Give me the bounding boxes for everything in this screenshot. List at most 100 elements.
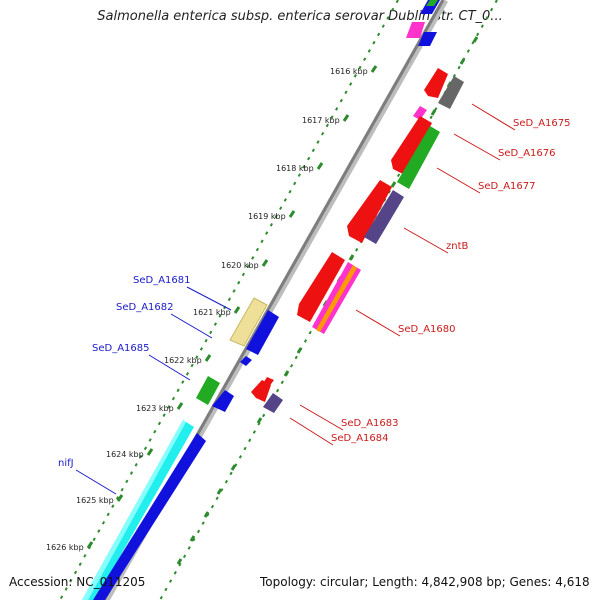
gene-sed-a1676-gray[interactable] (438, 76, 464, 109)
inner-dot (471, 40, 475, 45)
outer-dot (330, 115, 334, 119)
label-leader-line (299, 404, 344, 431)
label-leader-line (403, 227, 449, 254)
outer-dot (344, 90, 348, 95)
outer-dot (209, 330, 213, 335)
gene-label[interactable]: SeD_A1675 (513, 118, 571, 129)
gene-nifj-cyan[interactable] (82, 420, 194, 600)
outer-dot (293, 181, 297, 186)
outer-dot (148, 438, 152, 442)
gene-nifj-blue[interactable] (93, 433, 206, 600)
gene-sed-a1675[interactable] (424, 68, 448, 98)
outer-dot (106, 512, 110, 517)
gene-top-blue-2[interactable] (418, 32, 437, 46)
ruler-label: 1624 kbp (106, 450, 144, 459)
ruler-tick (261, 259, 269, 267)
ruler-label: 1618 kbp (276, 164, 314, 173)
outer-dot (129, 471, 134, 475)
ruler-label: 1616 kbp (330, 67, 368, 76)
inner-dot (289, 363, 294, 368)
inner-dot (229, 471, 233, 476)
outer-dot (260, 239, 264, 244)
ruler-label: 1617 kbp (302, 116, 340, 125)
gene-sed-a1682-small[interactable] (240, 356, 252, 366)
gene-label[interactable]: SeD_A1682 (116, 302, 174, 313)
gene-red-mid[interactable] (347, 180, 392, 243)
gene-label[interactable]: SeD_A1677 (478, 181, 536, 192)
ruler-tick (370, 65, 378, 73)
topology-summary: Topology: circular; Length: 4,842,908 bp… (260, 575, 590, 589)
gene-sed-a1682[interactable] (246, 310, 279, 355)
outer-dot (232, 289, 236, 293)
inner-dot (308, 330, 312, 335)
outer-dot (363, 57, 367, 62)
gene-sed-a1680[interactable] (297, 252, 345, 322)
gene-sed-a1684[interactable] (263, 393, 283, 413)
outer-dot (213, 322, 218, 326)
label-leader-line (436, 167, 481, 194)
gene-label[interactable]: SeD_A1685 (92, 343, 150, 354)
gene-label[interactable]: SeD_A1681 (133, 275, 191, 286)
outer-dot (125, 479, 129, 484)
gene-sed-a1685[interactable] (196, 376, 220, 405)
inner-dot (238, 455, 242, 459)
outer-dot (78, 562, 82, 566)
inner-dot (243, 446, 247, 451)
inner-dot (429, 115, 433, 120)
outer-dot (367, 49, 371, 53)
label-leader-line (355, 309, 401, 337)
outer-dot (390, 7, 395, 12)
outer-dot (111, 504, 115, 509)
outer-dot (101, 520, 106, 525)
gene-zntb[interactable] (364, 190, 404, 244)
gene-label[interactable]: SeD_A1684 (331, 433, 389, 444)
outer-dot (279, 206, 283, 211)
outer-dot (251, 256, 255, 260)
gene-sed-a1677[interactable] (397, 126, 440, 189)
gene-label[interactable]: SeD_A1683 (341, 418, 399, 429)
gene-sed-a1683[interactable] (251, 377, 274, 402)
outer-dot (307, 156, 311, 161)
inner-dot (494, 0, 498, 4)
outer-dot (153, 429, 157, 434)
ruler-tick (86, 541, 94, 549)
inner-dot (434, 107, 438, 111)
inner-dot (164, 587, 168, 592)
gene-sed-a1681[interactable] (229, 297, 268, 347)
outer-dot (167, 405, 171, 409)
inner-dot (196, 529, 201, 534)
outer-dot (143, 446, 148, 451)
inner-tick (189, 535, 196, 542)
outer-dot (185, 371, 190, 376)
gene-pink-small[interactable] (413, 106, 427, 120)
ruler-tick (146, 448, 154, 456)
ruler-label: 1620 kbp (221, 261, 259, 270)
gene-top-magenta[interactable] (406, 22, 425, 38)
gene-label[interactable]: nifJ (58, 458, 74, 469)
gene-sed-a1680-stripe[interactable] (312, 262, 361, 334)
ruler-label: 1622 kbp (164, 356, 202, 365)
gene-label-lines (75, 103, 516, 495)
ruler-label: 1621 kbp (193, 308, 231, 317)
gene-label[interactable]: zntB (446, 241, 469, 252)
outer-dot (246, 264, 250, 268)
outer-dot (395, 0, 399, 4)
outer-dot (237, 280, 241, 285)
gene-label[interactable]: SeD_A1680 (398, 324, 456, 335)
outer-dot (321, 131, 325, 136)
outer-dot (227, 297, 232, 302)
inner-dot (169, 579, 173, 583)
gene-top-green[interactable] (426, 0, 438, 6)
gene-labels: SeD_A1675 SeD_A1676 SeD_A1677 zntB SeD_A1680… (58, 118, 571, 469)
outer-dot (97, 529, 101, 533)
gene-green-blue[interactable] (212, 390, 234, 412)
label-leader-line (471, 103, 516, 131)
outer-dot (353, 74, 357, 78)
outer-dotted-track (59, 0, 399, 600)
inner-tick (459, 58, 466, 65)
gene-sed-a1676[interactable] (391, 116, 432, 175)
gene-label[interactable]: SeD_A1676 (498, 148, 556, 159)
inner-tick (230, 464, 237, 471)
map-title: Salmonella enterica subsp. enterica sero… (97, 9, 503, 24)
